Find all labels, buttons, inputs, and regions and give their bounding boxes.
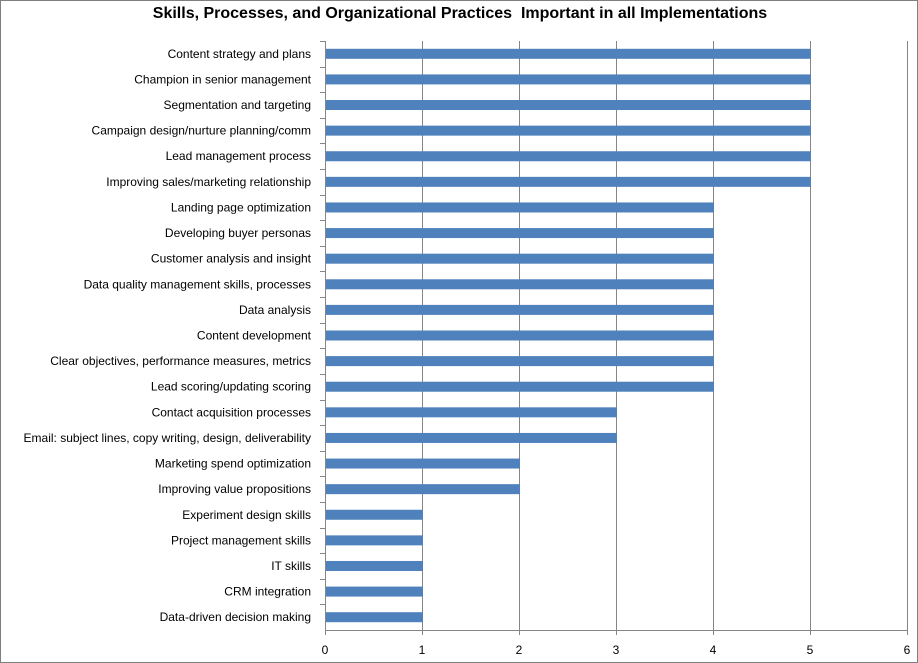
x-tick-label: 6 (904, 643, 911, 657)
bar (326, 381, 714, 392)
category-label: Content strategy and plans (168, 47, 311, 61)
bar (326, 304, 714, 315)
x-tick-label: 5 (807, 643, 814, 657)
category-label: Champion in senior management (134, 72, 311, 86)
x-tick-label: 1 (419, 643, 426, 657)
category-label: Data quality management skills, processe… (84, 277, 311, 291)
bar (326, 560, 423, 571)
category-label: Data analysis (239, 303, 311, 317)
category-label: Clear objectives, performance measures, … (50, 354, 311, 368)
category-label: Lead scoring/updating scoring (151, 380, 311, 394)
bar (326, 100, 811, 111)
x-tick-label: 0 (322, 643, 329, 657)
x-tick-label: 4 (710, 643, 717, 657)
category-label: Improving value propositions (158, 482, 311, 496)
bar (326, 253, 714, 264)
bar (326, 151, 811, 162)
bar (326, 407, 617, 418)
bar (326, 509, 423, 520)
bar (326, 202, 714, 213)
bar (326, 612, 423, 623)
category-label: Landing page optimization (171, 200, 311, 214)
bar (326, 279, 714, 290)
bar (326, 125, 811, 136)
bar (326, 48, 811, 59)
bar (326, 484, 520, 495)
category-label: Marketing spend optimization (155, 457, 311, 471)
bar (326, 356, 714, 367)
category-label: Campaign design/nurture planning/comm (92, 124, 311, 138)
category-label: Content development (197, 329, 312, 343)
bars (326, 48, 811, 623)
tick-labels: 0 1 2 3 4 5 6 (322, 643, 911, 657)
bar (326, 586, 423, 597)
category-label: Customer analysis and insight (151, 252, 312, 266)
bar (326, 458, 520, 469)
category-labels: Content strategy and plans Champion in se… (24, 47, 312, 624)
category-label: Improving sales/marketing relationship (106, 175, 311, 189)
bar (326, 535, 423, 546)
category-label: Experiment design skills (182, 508, 311, 522)
category-label: CRM integration (224, 585, 311, 599)
x-tick-label: 3 (613, 643, 620, 657)
category-label: Contact acquisition processes (152, 405, 311, 419)
category-label: Data-driven decision making (160, 610, 311, 624)
bar (326, 74, 811, 85)
bar (326, 330, 714, 341)
axes (320, 41, 908, 635)
bar (326, 432, 617, 443)
category-label: Developing buyer personas (165, 226, 311, 240)
x-tick-label: 2 (516, 643, 523, 657)
category-label: Segmentation and targeting (164, 98, 311, 112)
chart-title: Skills, Processes, and Organizational Pr… (152, 5, 768, 22)
category-label: IT skills (271, 559, 311, 573)
bar (326, 176, 811, 187)
category-label: Project management skills (171, 533, 311, 547)
bar (326, 228, 714, 239)
category-label: Email: subject lines, copy writing, desi… (24, 431, 311, 445)
category-label: Lead management process (166, 149, 311, 163)
